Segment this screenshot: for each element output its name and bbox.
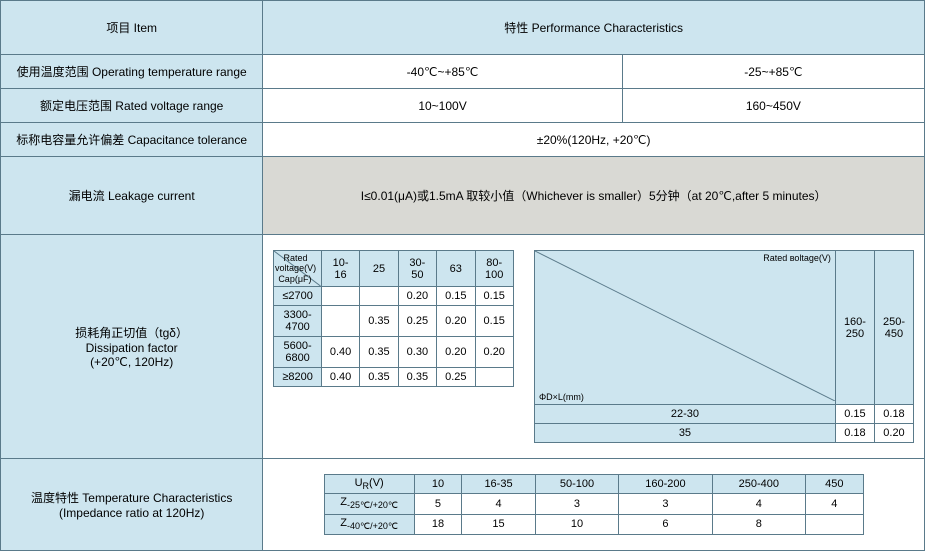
- temp-z1-5: 4: [806, 494, 864, 514]
- d2-r0-d: 22-30: [534, 405, 835, 424]
- d1-col-0: 10-16: [321, 251, 359, 287]
- diag2-top: Rated воltage(V): [763, 253, 831, 263]
- d1-r2-2: 0.30: [398, 337, 436, 368]
- row-temp-label: 温度特性 Temperature Characteristics (Impeda…: [1, 459, 263, 551]
- d2-r0-0: 0.15: [835, 405, 874, 424]
- d1-r3-0: 0.40: [321, 368, 359, 387]
- dissip-label-2: Dissipation factor: [7, 341, 256, 355]
- d1-r3-2: 0.35: [398, 368, 436, 387]
- d1-r0-2: 0.20: [398, 287, 436, 306]
- d1-r2-0: 0.40: [321, 337, 359, 368]
- d1-col-1: 25: [360, 251, 398, 287]
- dissip-label-3: (+20℃, 120Hz): [7, 355, 256, 369]
- dissip-table-2: Rated воltage(V) ΦD×L(mm) 160-250 250-45…: [534, 250, 914, 443]
- temp-col-5: 450: [806, 475, 864, 494]
- d1-col-2: 30-50: [398, 251, 436, 287]
- row-dissip-label: 损耗角正切值（tgδ） Dissipation factor (+20℃, 12…: [1, 235, 263, 459]
- temp-z2-label: Z-40℃/+20℃: [324, 514, 414, 534]
- temp-ur-label: UR(V): [324, 475, 414, 494]
- temp-col-4: 250-400: [712, 475, 805, 494]
- temp-z1-3: 3: [619, 494, 712, 514]
- d1-col-4: 80-100: [475, 251, 513, 287]
- temp-table: UR(V) 10 16-35 50-100 160-200 250-400 45…: [324, 474, 864, 535]
- d1-r0-3: 0.15: [437, 287, 475, 306]
- temp-z2-3: 6: [619, 514, 712, 534]
- d1-r0-cap: ≤2700: [274, 287, 322, 306]
- temp-z1-4: 4: [712, 494, 805, 514]
- temp-z1-0: 5: [414, 494, 462, 514]
- diag1-top: Rated voltage(V): [274, 253, 317, 273]
- header-item: 项目 Item: [1, 1, 263, 55]
- spec-table: 项目 Item 特性 Performance Characteristics 使…: [0, 0, 925, 551]
- temp-z2-0: 18: [414, 514, 462, 534]
- d1-r1-cap: 3300-4700: [274, 306, 322, 337]
- d2-r1-1: 0.20: [874, 424, 913, 443]
- temp-z2-4: 8: [712, 514, 805, 534]
- row-captol-label: 标称电容量允许偏差 Capacitance tolerance: [1, 123, 263, 157]
- d1-r0-4: 0.15: [475, 287, 513, 306]
- temp-z1-label: Z-25℃/+20℃: [324, 494, 414, 514]
- row-rated-v-label: 额定电压范围 Rated voltage range: [1, 89, 263, 123]
- temp-col-2: 50-100: [535, 475, 618, 494]
- d2-r0-1: 0.18: [874, 405, 913, 424]
- dissip-label-1: 损耗角正切值（tgδ）: [7, 324, 256, 341]
- temp-label-2: (Impedance ratio at 120Hz): [7, 506, 256, 520]
- d1-r3-4: [475, 368, 513, 387]
- temp-z2-2: 10: [535, 514, 618, 534]
- temp-z1-2: 3: [535, 494, 618, 514]
- diag-cell-2: Rated воltage(V) ΦD×L(mm): [534, 251, 835, 405]
- d1-r2-cap: 5600-6800: [274, 337, 322, 368]
- row-op-temp-v1: -40℃~+85℃: [263, 55, 622, 89]
- temp-label-1: 温度特性 Temperature Characteristics: [7, 489, 256, 506]
- header-characteristics: 特性 Performance Characteristics: [263, 1, 925, 55]
- row-leakage-val: I≤0.01(μA)或1.5mA 取较小值（Whichever is small…: [263, 157, 925, 235]
- temp-z2-5: [806, 514, 864, 534]
- row-leakage-label: 漏电流 Leakage current: [1, 157, 263, 235]
- d1-r2-3: 0.20: [437, 337, 475, 368]
- temp-col-0: 10: [414, 475, 462, 494]
- row-captol-val: ±20%(120Hz, +20℃): [263, 123, 925, 157]
- d1-r3-3: 0.25: [437, 368, 475, 387]
- row-op-temp-v2: -25~+85℃: [622, 55, 924, 89]
- diag1-bot: Cap(μF): [278, 274, 311, 284]
- temp-col-1: 16-35: [462, 475, 535, 494]
- d1-r1-4: 0.15: [475, 306, 513, 337]
- d1-r3-1: 0.35: [360, 368, 398, 387]
- d2-col-1: 250-450: [874, 251, 913, 405]
- row-rated-v-v2: 160~450V: [622, 89, 924, 123]
- temp-z2-1: 15: [462, 514, 535, 534]
- d2-r1-0: 0.18: [835, 424, 874, 443]
- d2-r1-d: 35: [534, 424, 835, 443]
- row-op-temp-label: 使用温度范围 Operating temperature range: [1, 55, 263, 89]
- d1-r2-1: 0.35: [360, 337, 398, 368]
- d1-r0-0: [321, 287, 359, 306]
- d1-r2-4: 0.20: [475, 337, 513, 368]
- d1-r1-3: 0.20: [437, 306, 475, 337]
- d1-col-3: 63: [437, 251, 475, 287]
- temp-z1-1: 4: [462, 494, 535, 514]
- d1-r0-1: [360, 287, 398, 306]
- d1-r1-0: [321, 306, 359, 337]
- d1-r1-1: 0.35: [360, 306, 398, 337]
- temp-col-3: 160-200: [619, 475, 712, 494]
- row-rated-v-v1: 10~100V: [263, 89, 622, 123]
- diag2-bot: ΦD×L(mm): [539, 392, 584, 402]
- diag-cell-1: Rated voltage(V) Cap(μF): [274, 251, 322, 287]
- dissip-table-1: Rated voltage(V) Cap(μF) 10-16 25 30-50 …: [273, 250, 514, 387]
- d1-r1-2: 0.25: [398, 306, 436, 337]
- d2-col-0: 160-250: [835, 251, 874, 405]
- d1-r3-cap: ≥8200: [274, 368, 322, 387]
